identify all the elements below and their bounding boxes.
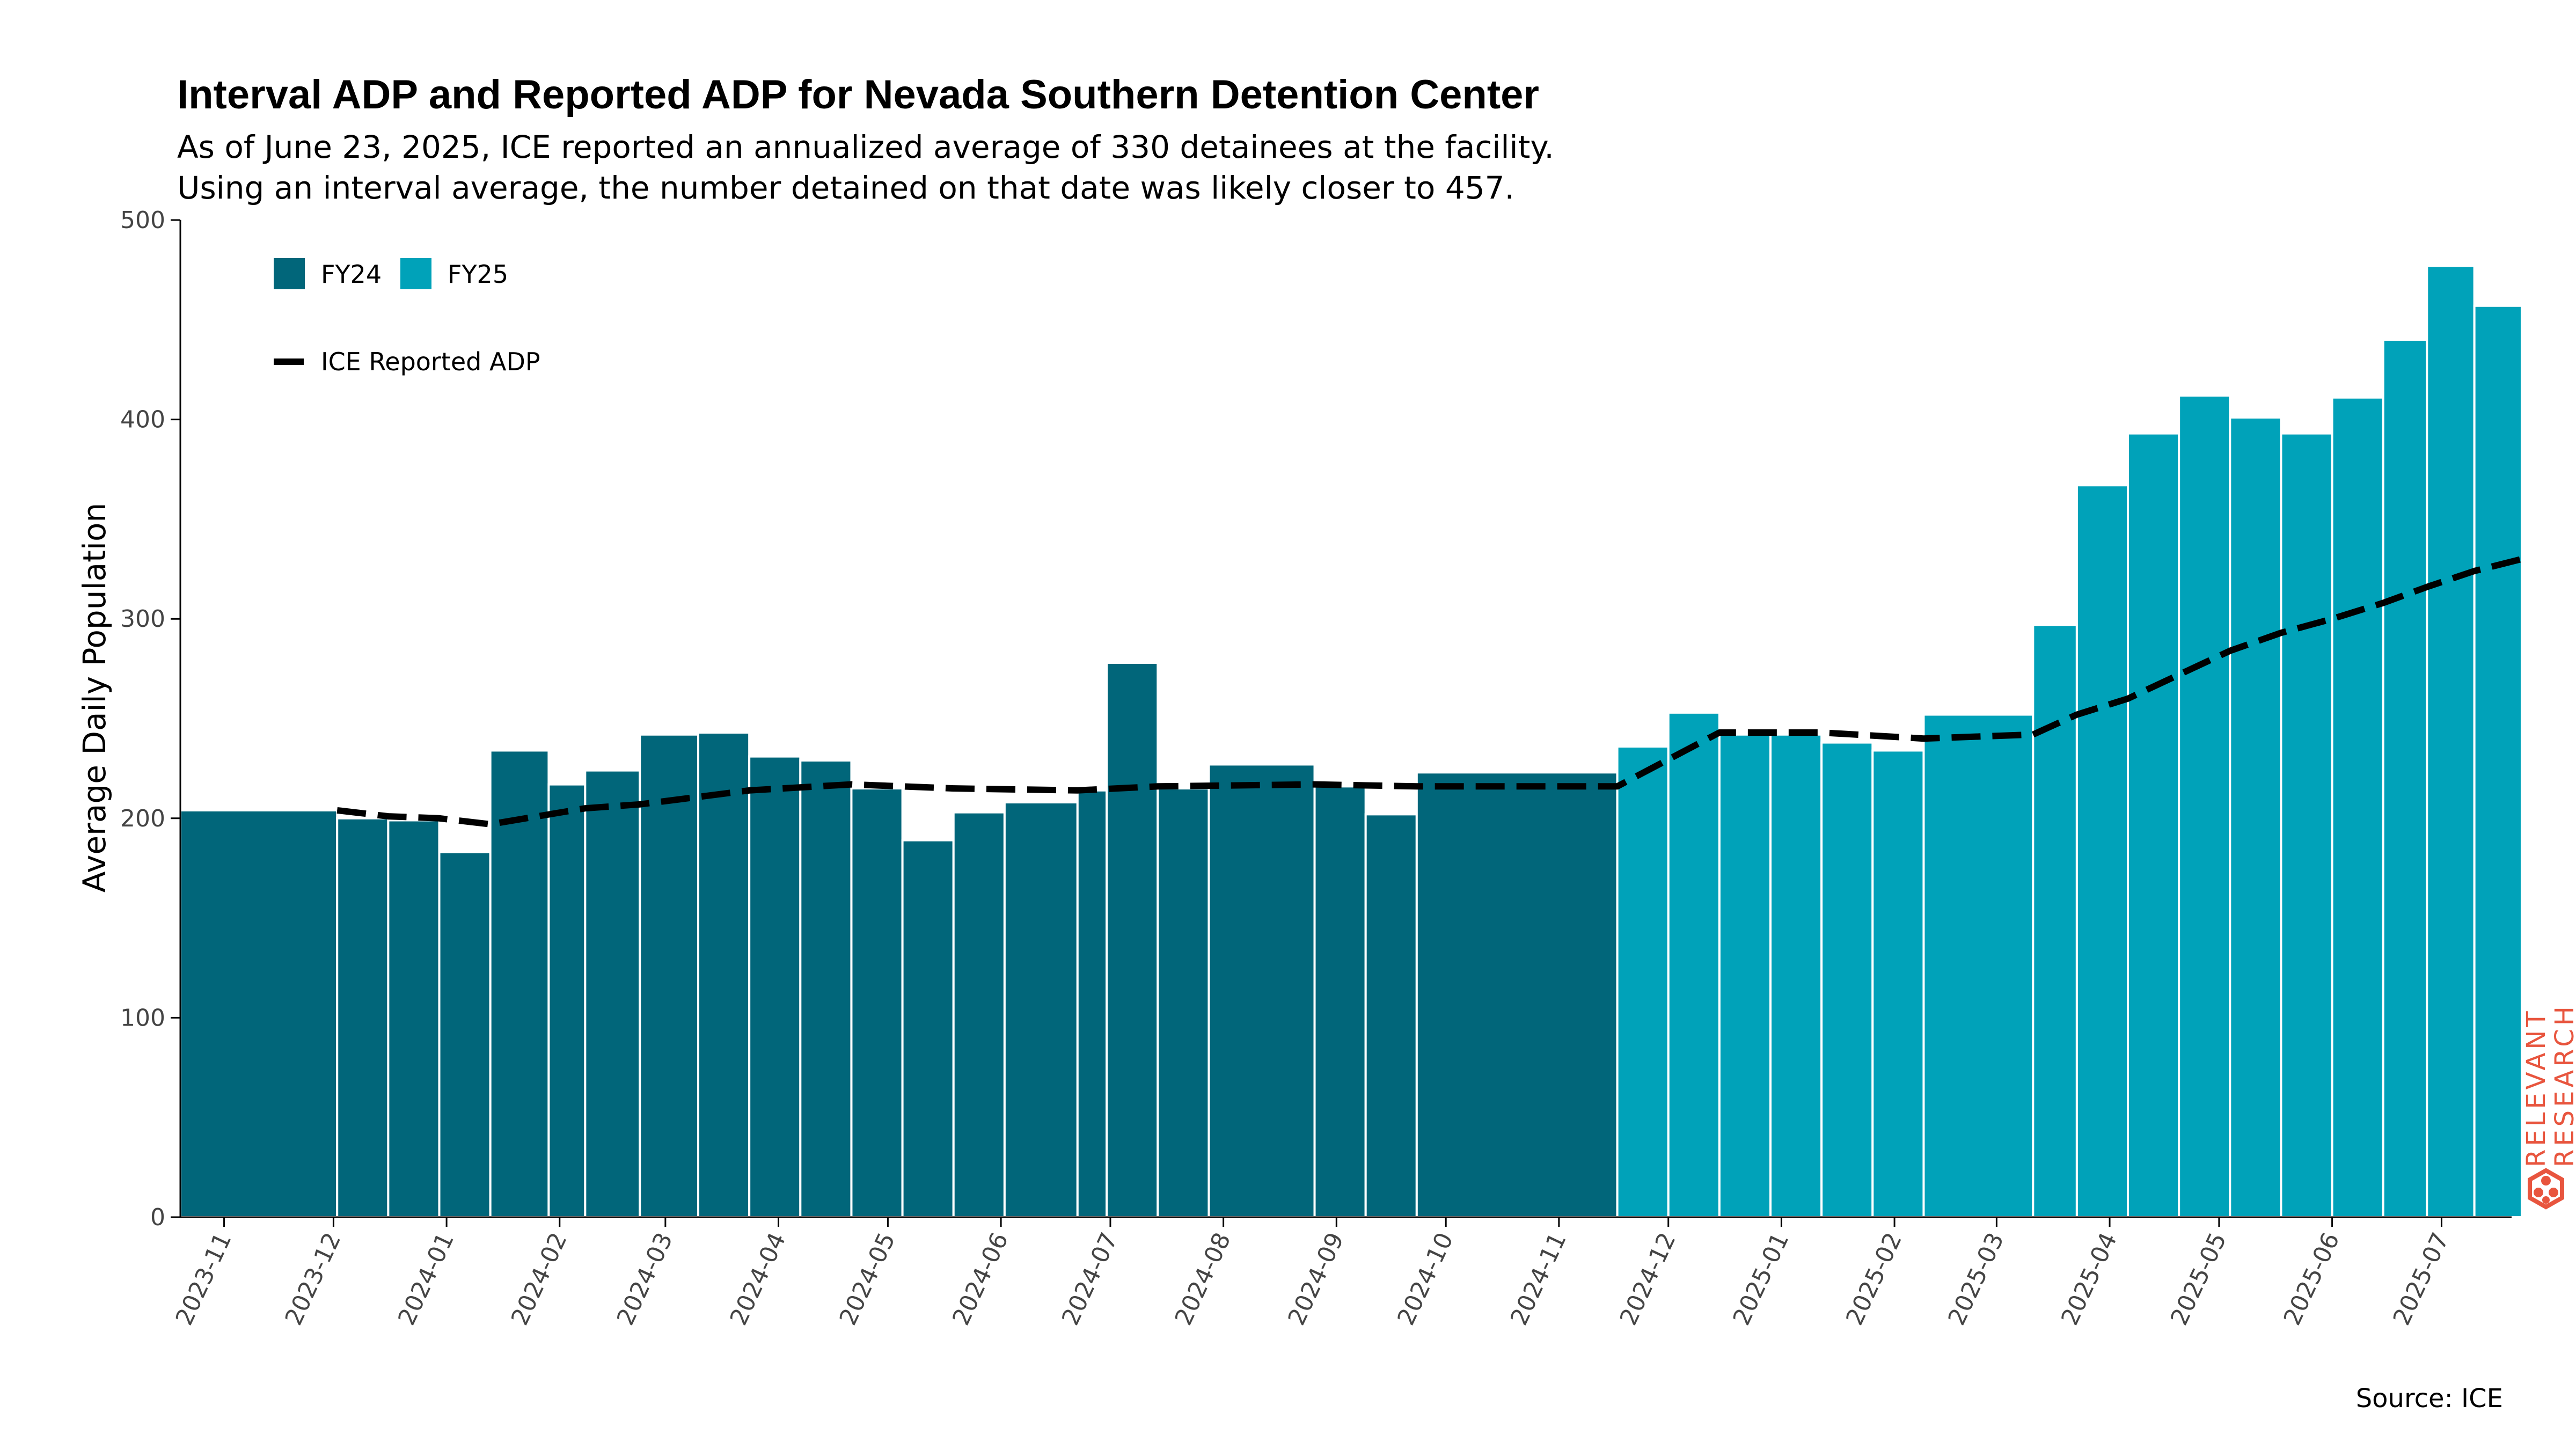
- bar-fy24-11: [799, 759, 853, 1218]
- bar-fy24-17: [1106, 661, 1159, 1218]
- y-axis-label: Average Daily Population: [76, 503, 113, 893]
- bar-fy24-2: [336, 817, 390, 1219]
- source-note: Source: ICE: [2356, 1384, 2503, 1414]
- bars-layer: [179, 265, 2523, 1219]
- bar-fy25-2: [1667, 711, 1721, 1219]
- bar-fy25-10: [2127, 432, 2180, 1218]
- bar-fy24-1: [179, 809, 339, 1219]
- y-tick-label: 400: [120, 406, 165, 434]
- bar-fy24-6: [547, 783, 587, 1219]
- legend: FY24 FY25 ICE Reported ADP: [274, 258, 540, 376]
- bar-fy25-15: [2382, 338, 2428, 1219]
- logo-hexagon-icon: [2528, 1168, 2564, 1210]
- bar-fy24-18: [1157, 787, 1210, 1219]
- bar-fy24-3: [387, 819, 441, 1218]
- bar-fy25-12: [2229, 416, 2282, 1218]
- legend-swatch-fy24: [274, 258, 305, 289]
- legend-label-fy25: FY25: [448, 260, 508, 289]
- bar-fy24-10: [748, 755, 802, 1218]
- bar-fy24-20: [1313, 785, 1367, 1218]
- bar-fy25-7: [1922, 713, 2035, 1218]
- bar-fy24-14: [952, 811, 1006, 1218]
- bar-fy24-22: [1415, 771, 1619, 1219]
- bar-fy25-3: [1718, 733, 1772, 1218]
- y-tick-label: 300: [120, 605, 165, 633]
- line-ice-reported-adp: [336, 555, 2523, 828]
- bar-fy24-7: [584, 769, 641, 1218]
- bar-fy25-16: [2426, 265, 2476, 1218]
- bar-fy25-14: [2331, 396, 2384, 1218]
- bar-fy25-6: [1871, 749, 1925, 1219]
- bar-fy24-8: [639, 733, 700, 1218]
- logo-text-line-2: RESEARCH: [2550, 1003, 2576, 1167]
- bar-fy24-4: [438, 851, 492, 1219]
- relevant-research-logo: RELEVANT RESEARCH: [2521, 1003, 2576, 1210]
- bar-fy24-9: [697, 731, 751, 1218]
- legend-label-ice-reported-adp: ICE Reported ADP: [321, 347, 540, 376]
- bar-fy25-8: [2032, 624, 2078, 1218]
- legend-label-fy24: FY24: [321, 260, 382, 289]
- bar-fy24-15: [1003, 801, 1079, 1218]
- bar-fy24-19: [1208, 763, 1316, 1218]
- bar-fy24-16: [1076, 789, 1108, 1218]
- line-layer: [336, 555, 2523, 828]
- bar-fy25-4: [1769, 733, 1823, 1218]
- bar-fy24-13: [901, 839, 955, 1218]
- bar-fy25-11: [2178, 394, 2231, 1218]
- bar-fy25-5: [1820, 741, 1874, 1219]
- bar-fy24-21: [1364, 813, 1418, 1219]
- y-tick-label: 500: [120, 207, 165, 234]
- bar-fy25-1: [1616, 745, 1670, 1219]
- bar-fy25-13: [2280, 432, 2333, 1218]
- chart-subtitle-line-2: Using an interval average, the number de…: [177, 170, 1514, 206]
- y-tick-label: 100: [120, 1004, 165, 1031]
- legend-swatch-fy25: [400, 258, 431, 289]
- bar-fy25-9: [2075, 484, 2129, 1218]
- chart-subtitle-line-1: As of June 23, 2025, ICE reported an ann…: [177, 129, 1554, 165]
- logo-text-line-1: RELEVANT: [2521, 1008, 2551, 1167]
- y-tick-label: 200: [120, 805, 165, 832]
- chart-title: Interval ADP and Reported ADP for Nevada…: [177, 72, 1539, 118]
- bar-fy24-12: [850, 787, 904, 1219]
- y-tick-label: 0: [150, 1204, 165, 1231]
- bar-fy25-17: [2473, 304, 2523, 1219]
